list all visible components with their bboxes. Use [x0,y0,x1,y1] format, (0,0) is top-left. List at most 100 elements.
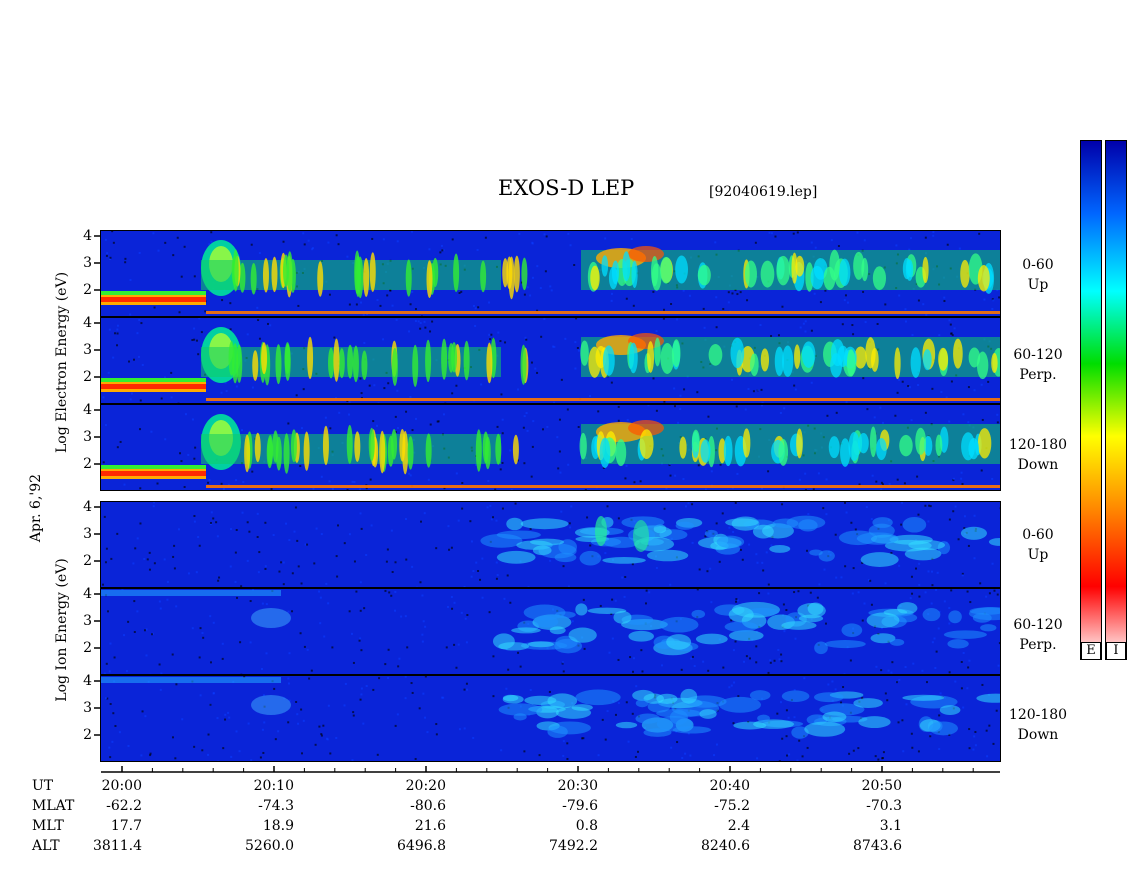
spectrogram-feature [922,256,929,284]
spectrogram-feature [579,432,587,460]
spectrogram-band [507,668,510,671]
spectrogram-feature [267,434,274,465]
spectrogram-feature [647,341,655,373]
spectrogram-band [273,687,276,690]
spectrogram-band [209,615,212,618]
spectrogram-feature [723,435,733,467]
spectrogram-band [960,660,963,663]
spectrogram-band [136,610,139,613]
spectrogram-feature [839,258,851,287]
spectrogram-band [153,501,156,504]
spectrogram-band [184,413,187,416]
spectrogram-band [470,540,473,543]
y-tick-label: 4 [83,673,92,689]
spectrogram-band [421,640,424,643]
spectrogram-band [208,243,211,246]
spectrogram-band [360,687,363,690]
spectrogram-band [187,453,190,456]
spectrogram-feature [861,257,869,282]
spectrogram-band [376,753,379,756]
spectrogram-feature [915,427,927,455]
spectrogram-band [931,387,934,390]
spectrogram-band [258,551,261,554]
spectrogram-band [865,506,868,509]
spectrogram-feature [980,624,997,632]
spectrogram-feature [730,337,745,369]
y-tick-label: 3 [83,429,92,445]
spectrogram-feature [822,711,847,723]
angle-direction: Up [1027,277,1049,293]
spectrogram-band [500,749,503,752]
spectrogram-band [230,755,233,758]
spectrogram-band [817,472,820,475]
spectrogram-band [359,637,362,640]
spectrogram-band [335,736,338,739]
spectrogram-band [461,481,464,484]
spectrogram-band [132,562,135,565]
spectrogram-band [408,472,411,475]
spectrogram-band [306,648,309,651]
spectrogram-band [655,566,658,569]
spectrogram-band [904,320,907,323]
spectrogram-band [146,558,149,561]
spectrogram-band [503,597,506,600]
spectrogram-band [220,482,223,485]
spectrogram-band [465,682,468,685]
spectrogram-feature [672,339,681,368]
spectrogram-band [765,551,768,554]
spectrogram-band [898,564,901,567]
spectrogram-feature [725,518,759,527]
spectrogram-feature [346,424,353,464]
spectrogram-band [880,669,883,672]
spectrogram-band [455,666,458,669]
spectrogram-band [997,664,1000,667]
spectrogram-band [466,614,469,617]
spectrogram-band [442,413,445,416]
spectrogram-band [696,391,699,394]
spectrogram-band [787,716,790,719]
spectrogram-band [631,712,634,715]
spectrogram-band [691,655,694,658]
spectrogram-band [722,666,725,669]
spectrogram-band [348,401,351,404]
spectrogram-band [150,430,153,433]
spectrogram-band [757,389,760,392]
spectrogram-band [961,572,964,575]
spectrogram-band [793,716,796,719]
spectrogram-band [389,289,392,292]
spectrogram-band [904,308,907,311]
spectrogram-band [346,488,349,491]
spectrogram-band [166,580,169,583]
spectrogram-band [769,659,772,662]
spectrogram-band [858,483,861,486]
spectrogram-band [136,537,139,540]
spectrogram-feature [650,256,659,287]
ephemeris-value: 20:00 [101,778,142,794]
spectrogram-band [541,428,544,431]
spectrogram-band [691,503,694,506]
spectrogram-band [201,632,204,635]
spectrogram-feature [708,344,723,366]
ephemeris-value: 20:20 [405,778,446,794]
spectrogram-feature [656,716,693,732]
spectrogram-band [635,685,638,688]
angle-range: 120-180 [1008,437,1068,453]
spectrogram-feature [749,690,771,701]
spectrogram-band [210,240,213,243]
spectrogram-band [423,320,426,323]
spectrogram-band [141,710,144,713]
spectrogram-feature [660,256,673,284]
spectrogram-band [193,520,196,523]
spectrogram-panel [101,501,1000,588]
spectrogram-feature [840,438,851,467]
spectrogram-feature [262,258,269,293]
spectrogram-band [611,598,614,601]
spectrogram-band [405,761,408,762]
spectrogram-band [782,603,785,606]
ephemeris-value: 5260.0 [245,838,294,854]
spectrogram-band [139,399,142,402]
spectrogram-band [295,394,298,397]
spectrogram-band [118,731,121,734]
spectrogram-band [931,641,934,644]
spectrogram-feature [943,630,987,639]
